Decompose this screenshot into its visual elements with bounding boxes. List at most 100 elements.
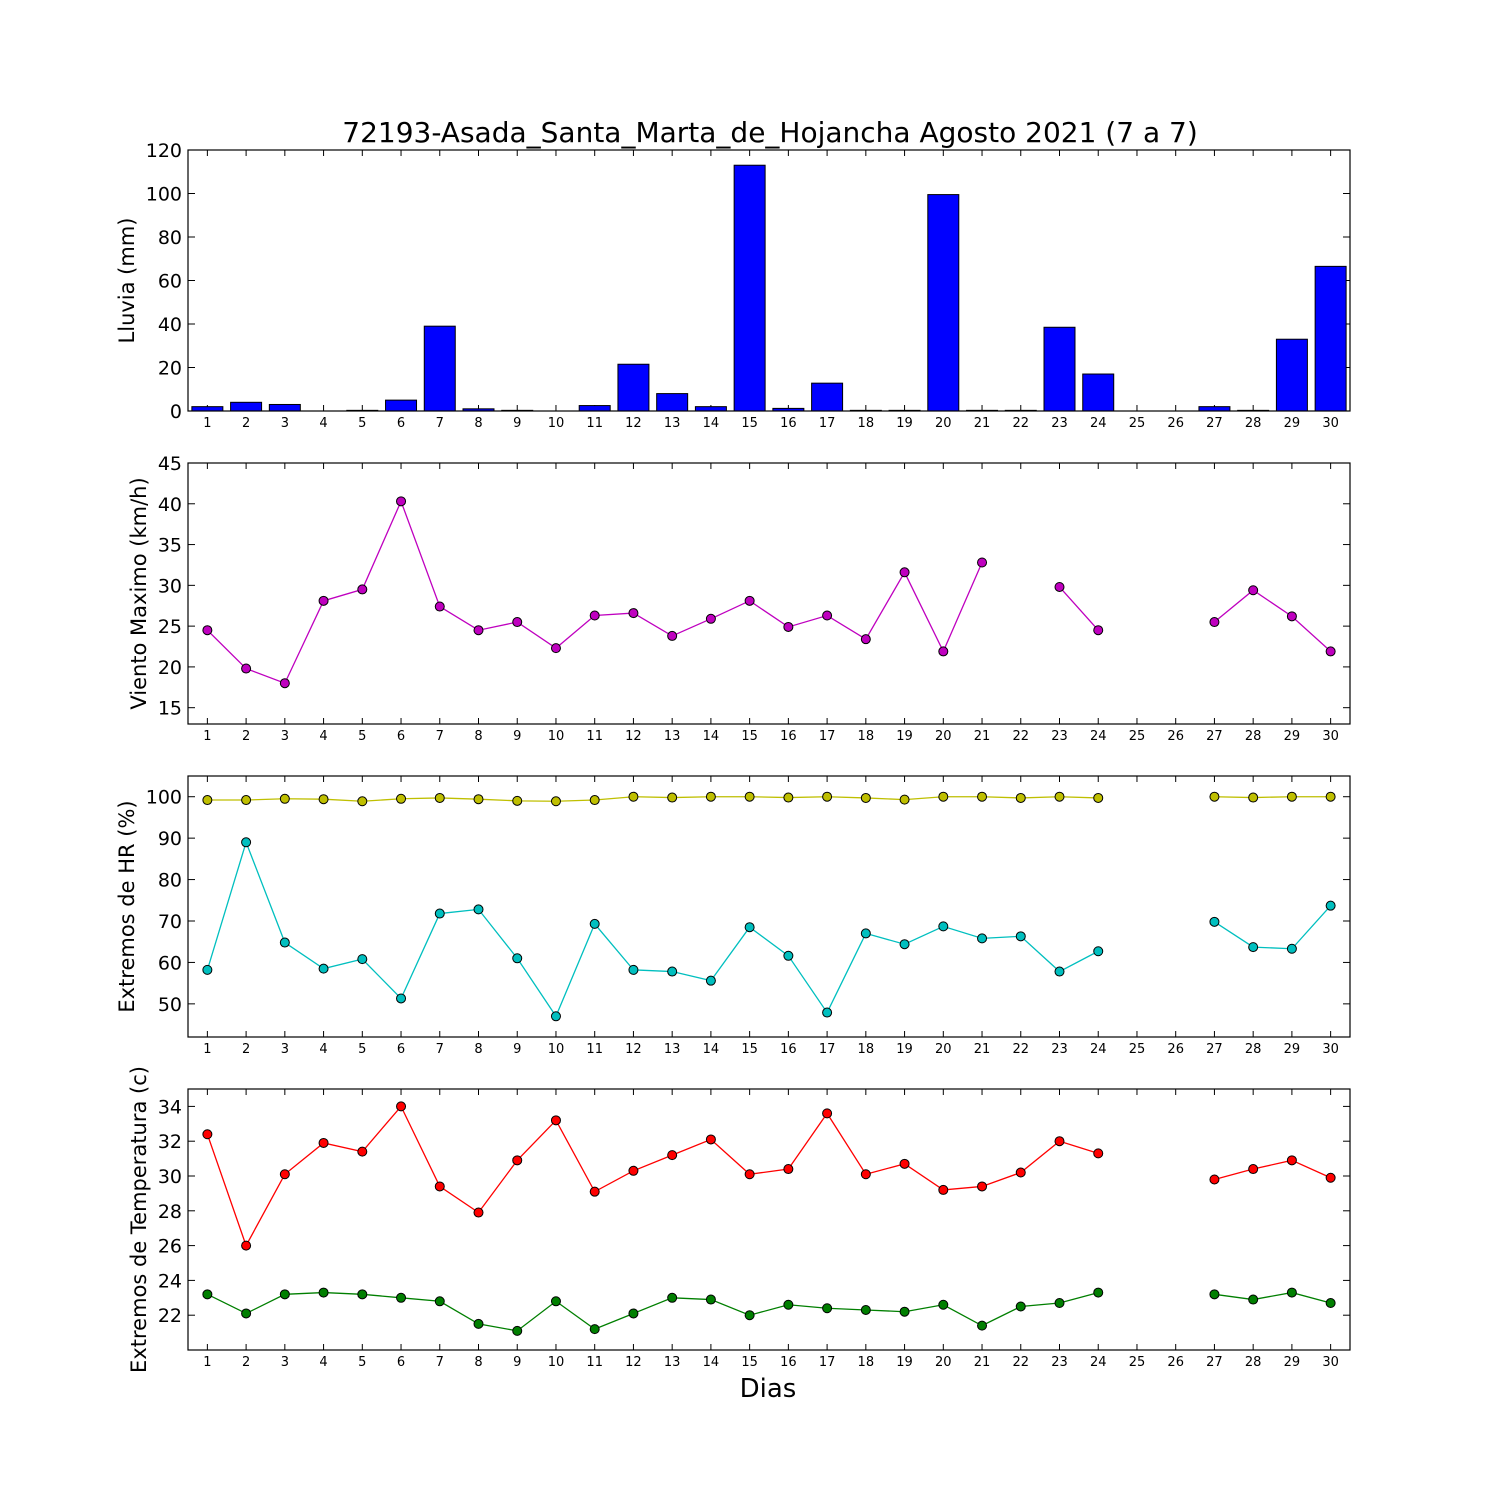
x-tick-label: 2 — [242, 1355, 250, 1370]
rain-bar — [656, 393, 689, 412]
data-point — [899, 794, 910, 805]
data-point — [977, 1181, 988, 1192]
x-tick-label: 12 — [625, 1355, 642, 1370]
x-tick-label: 4 — [319, 1042, 327, 1057]
x-tick-label: 13 — [664, 1042, 681, 1057]
x-tick-label: 14 — [703, 1042, 720, 1057]
x-tick-label: 21 — [974, 416, 991, 431]
y-tick-label: 45 — [158, 453, 182, 475]
data-point — [783, 1164, 794, 1175]
data-point — [938, 1184, 949, 1195]
x-tick-label: 18 — [858, 1042, 875, 1057]
x-tick-label: 26 — [1167, 1355, 1184, 1370]
x-tick-label: 14 — [703, 416, 720, 431]
data-point — [1015, 1167, 1026, 1178]
data-point — [434, 1296, 445, 1307]
data-point — [1054, 791, 1065, 802]
data-point — [357, 954, 368, 965]
x-tick-label: 16 — [780, 416, 797, 431]
x-tick-label: 19 — [896, 1355, 913, 1370]
data-point — [860, 1169, 871, 1180]
data-point — [1248, 1294, 1259, 1305]
x-tick-label: 16 — [780, 1355, 797, 1370]
y-tick-label: 24 — [158, 1270, 182, 1292]
data-point — [1209, 617, 1220, 628]
data-point — [822, 1303, 833, 1314]
data-point — [241, 837, 252, 848]
data-point — [705, 975, 716, 986]
data-point — [1325, 900, 1336, 911]
x-tick-label: 19 — [896, 729, 913, 744]
y-tick-label: 0 — [170, 401, 182, 423]
x-tick-label: 4 — [319, 729, 327, 744]
data-point — [628, 1165, 639, 1176]
x-tick-label: 24 — [1090, 416, 1107, 431]
data-point — [202, 625, 213, 636]
data-point — [589, 918, 600, 929]
x-tick-label: 25 — [1129, 416, 1146, 431]
y-tick-label: 120 — [146, 140, 182, 162]
x-tick-label: 28 — [1245, 1042, 1262, 1057]
data-point — [899, 1306, 910, 1317]
data-point — [1093, 1287, 1104, 1298]
x-tick-label: 22 — [1012, 1042, 1029, 1057]
data-point — [628, 791, 639, 802]
data-point — [1054, 581, 1065, 592]
data-point — [241, 1240, 252, 1251]
data-point — [589, 1186, 600, 1197]
y-tick-label: 90 — [158, 828, 182, 850]
y-tick-label: 20 — [158, 657, 182, 679]
series-line — [1059, 586, 1099, 631]
x-tick-label: 3 — [281, 1042, 289, 1057]
data-point — [318, 963, 329, 974]
x-tick-label: 18 — [858, 416, 875, 431]
x-tick-label: 26 — [1167, 1042, 1184, 1057]
x-tick-label: 1 — [203, 1042, 211, 1057]
x-tick-label: 14 — [703, 1355, 720, 1370]
data-point — [1286, 1155, 1297, 1166]
x-tick-label: 17 — [819, 416, 836, 431]
data-point — [744, 922, 755, 933]
x-tick-label: 30 — [1322, 1042, 1339, 1057]
x-tick-label: 25 — [1129, 1042, 1146, 1057]
data-point — [899, 939, 910, 950]
x-tick-label: 15 — [741, 729, 758, 744]
rain-bar — [694, 406, 727, 412]
data-point — [279, 793, 290, 804]
data-point — [705, 1134, 716, 1145]
data-point — [744, 1169, 755, 1180]
x-tick-label: 6 — [397, 729, 405, 744]
x-tick-label: 13 — [664, 1355, 681, 1370]
data-point — [357, 796, 368, 807]
x-tick-label: 1 — [203, 1355, 211, 1370]
y-tick-label: 70 — [158, 911, 182, 933]
x-tick-label: 4 — [319, 416, 327, 431]
x-tick-label: 11 — [586, 416, 603, 431]
x-tick-label: 2 — [242, 416, 250, 431]
data-point — [744, 595, 755, 606]
data-point — [279, 937, 290, 948]
x-tick-label: 24 — [1090, 729, 1107, 744]
data-point — [1248, 942, 1259, 953]
y-axis-label: Lluvia (mm) — [115, 218, 139, 344]
data-point — [241, 663, 252, 674]
x-tick-label: 11 — [586, 729, 603, 744]
series-line — [1214, 796, 1331, 799]
x-tick-label: 18 — [858, 729, 875, 744]
x-tick-label: 23 — [1051, 416, 1068, 431]
rain-bar — [733, 164, 766, 412]
data-point — [434, 792, 445, 803]
x-tick-label: 20 — [935, 416, 952, 431]
x-tick-label: 15 — [741, 1355, 758, 1370]
x-tick-label: 12 — [625, 416, 642, 431]
x-tick-label: 20 — [935, 729, 952, 744]
data-point — [1325, 791, 1336, 802]
data-point — [318, 1287, 329, 1298]
data-point — [512, 795, 523, 806]
rain-bar — [1082, 373, 1115, 412]
data-point — [977, 791, 988, 802]
data-point — [1015, 931, 1026, 942]
